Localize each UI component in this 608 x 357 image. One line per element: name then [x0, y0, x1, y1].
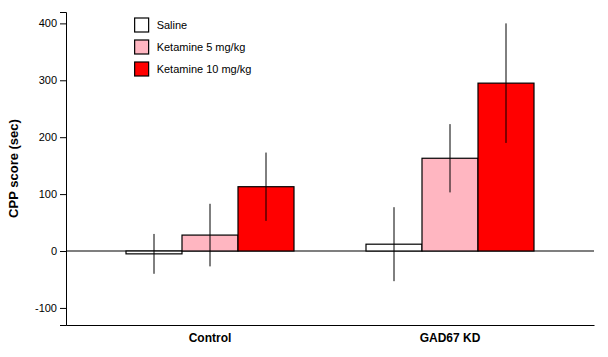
chart-svg: -100 0 100 200 300 400 Control GAD67 KD Saline Ke… — [0, 0, 608, 357]
x-tick: Control — [189, 325, 232, 345]
legend-item: Saline — [135, 18, 188, 32]
y-tick: -100 — [35, 302, 66, 314]
y-tick-label: 200 — [39, 131, 57, 143]
y-tick-label: -100 — [35, 302, 57, 314]
legend-swatch — [135, 40, 149, 54]
marks — [66, 23, 594, 281]
y-axis-title: CPP score (sec) — [6, 119, 21, 218]
legend-item: Ketamine 5 mg/kg — [135, 40, 246, 54]
bar-series — [182, 124, 478, 266]
y-tick-mark — [60, 80, 66, 81]
y-tick-label: 100 — [39, 188, 57, 200]
y-axis: -100 0 100 200 300 400 — [35, 13, 67, 326]
x-tick-label: GAD67 KD — [420, 331, 481, 345]
y-tick: 200 — [39, 131, 66, 143]
legend-swatch — [135, 18, 149, 32]
y-tick: 100 — [39, 188, 66, 200]
chart-container: -100 0 100 200 300 400 Control GAD67 KD Saline Ke… — [0, 0, 608, 357]
error-bar — [266, 153, 267, 221]
legend-swatch — [135, 62, 149, 76]
y-tick-label: 0 — [51, 245, 57, 257]
legend-label: Ketamine 5 mg/kg — [157, 41, 246, 53]
y-tick: 0 — [51, 245, 66, 257]
y-tick-mark — [60, 194, 66, 195]
legend-label: Ketamine 10 mg/kg — [157, 63, 252, 75]
error-bar — [450, 124, 451, 192]
error-bar — [210, 204, 211, 267]
x-axis: Control GAD67 KD — [67, 325, 595, 345]
x-tick-label: Control — [189, 331, 232, 345]
y-tick-mark — [60, 137, 66, 138]
y-tick-label: 300 — [39, 74, 57, 86]
x-tick: GAD67 KD — [420, 325, 481, 345]
y-tick-label: 400 — [39, 17, 57, 29]
error-bar — [506, 23, 507, 143]
error-bar — [394, 207, 395, 281]
y-tick: 400 — [39, 17, 66, 29]
legend-label: Saline — [157, 19, 188, 31]
bar-series — [238, 23, 534, 251]
y-tick-mark — [60, 251, 66, 252]
x-axis-line — [67, 325, 595, 326]
legend: Saline Ketamine 5 mg/kg Ketamine 10 mg/kg — [135, 18, 252, 76]
y-tick-mark — [60, 23, 66, 24]
legend-item: Ketamine 10 mg/kg — [135, 62, 252, 76]
y-axis-line — [60, 13, 67, 326]
y-tick: 300 — [39, 74, 66, 86]
error-bar — [154, 234, 155, 274]
y-tick-mark — [60, 308, 66, 309]
plot-area: -100 0 100 200 300 400 Control GAD67 KD Saline Ke… — [35, 13, 595, 345]
